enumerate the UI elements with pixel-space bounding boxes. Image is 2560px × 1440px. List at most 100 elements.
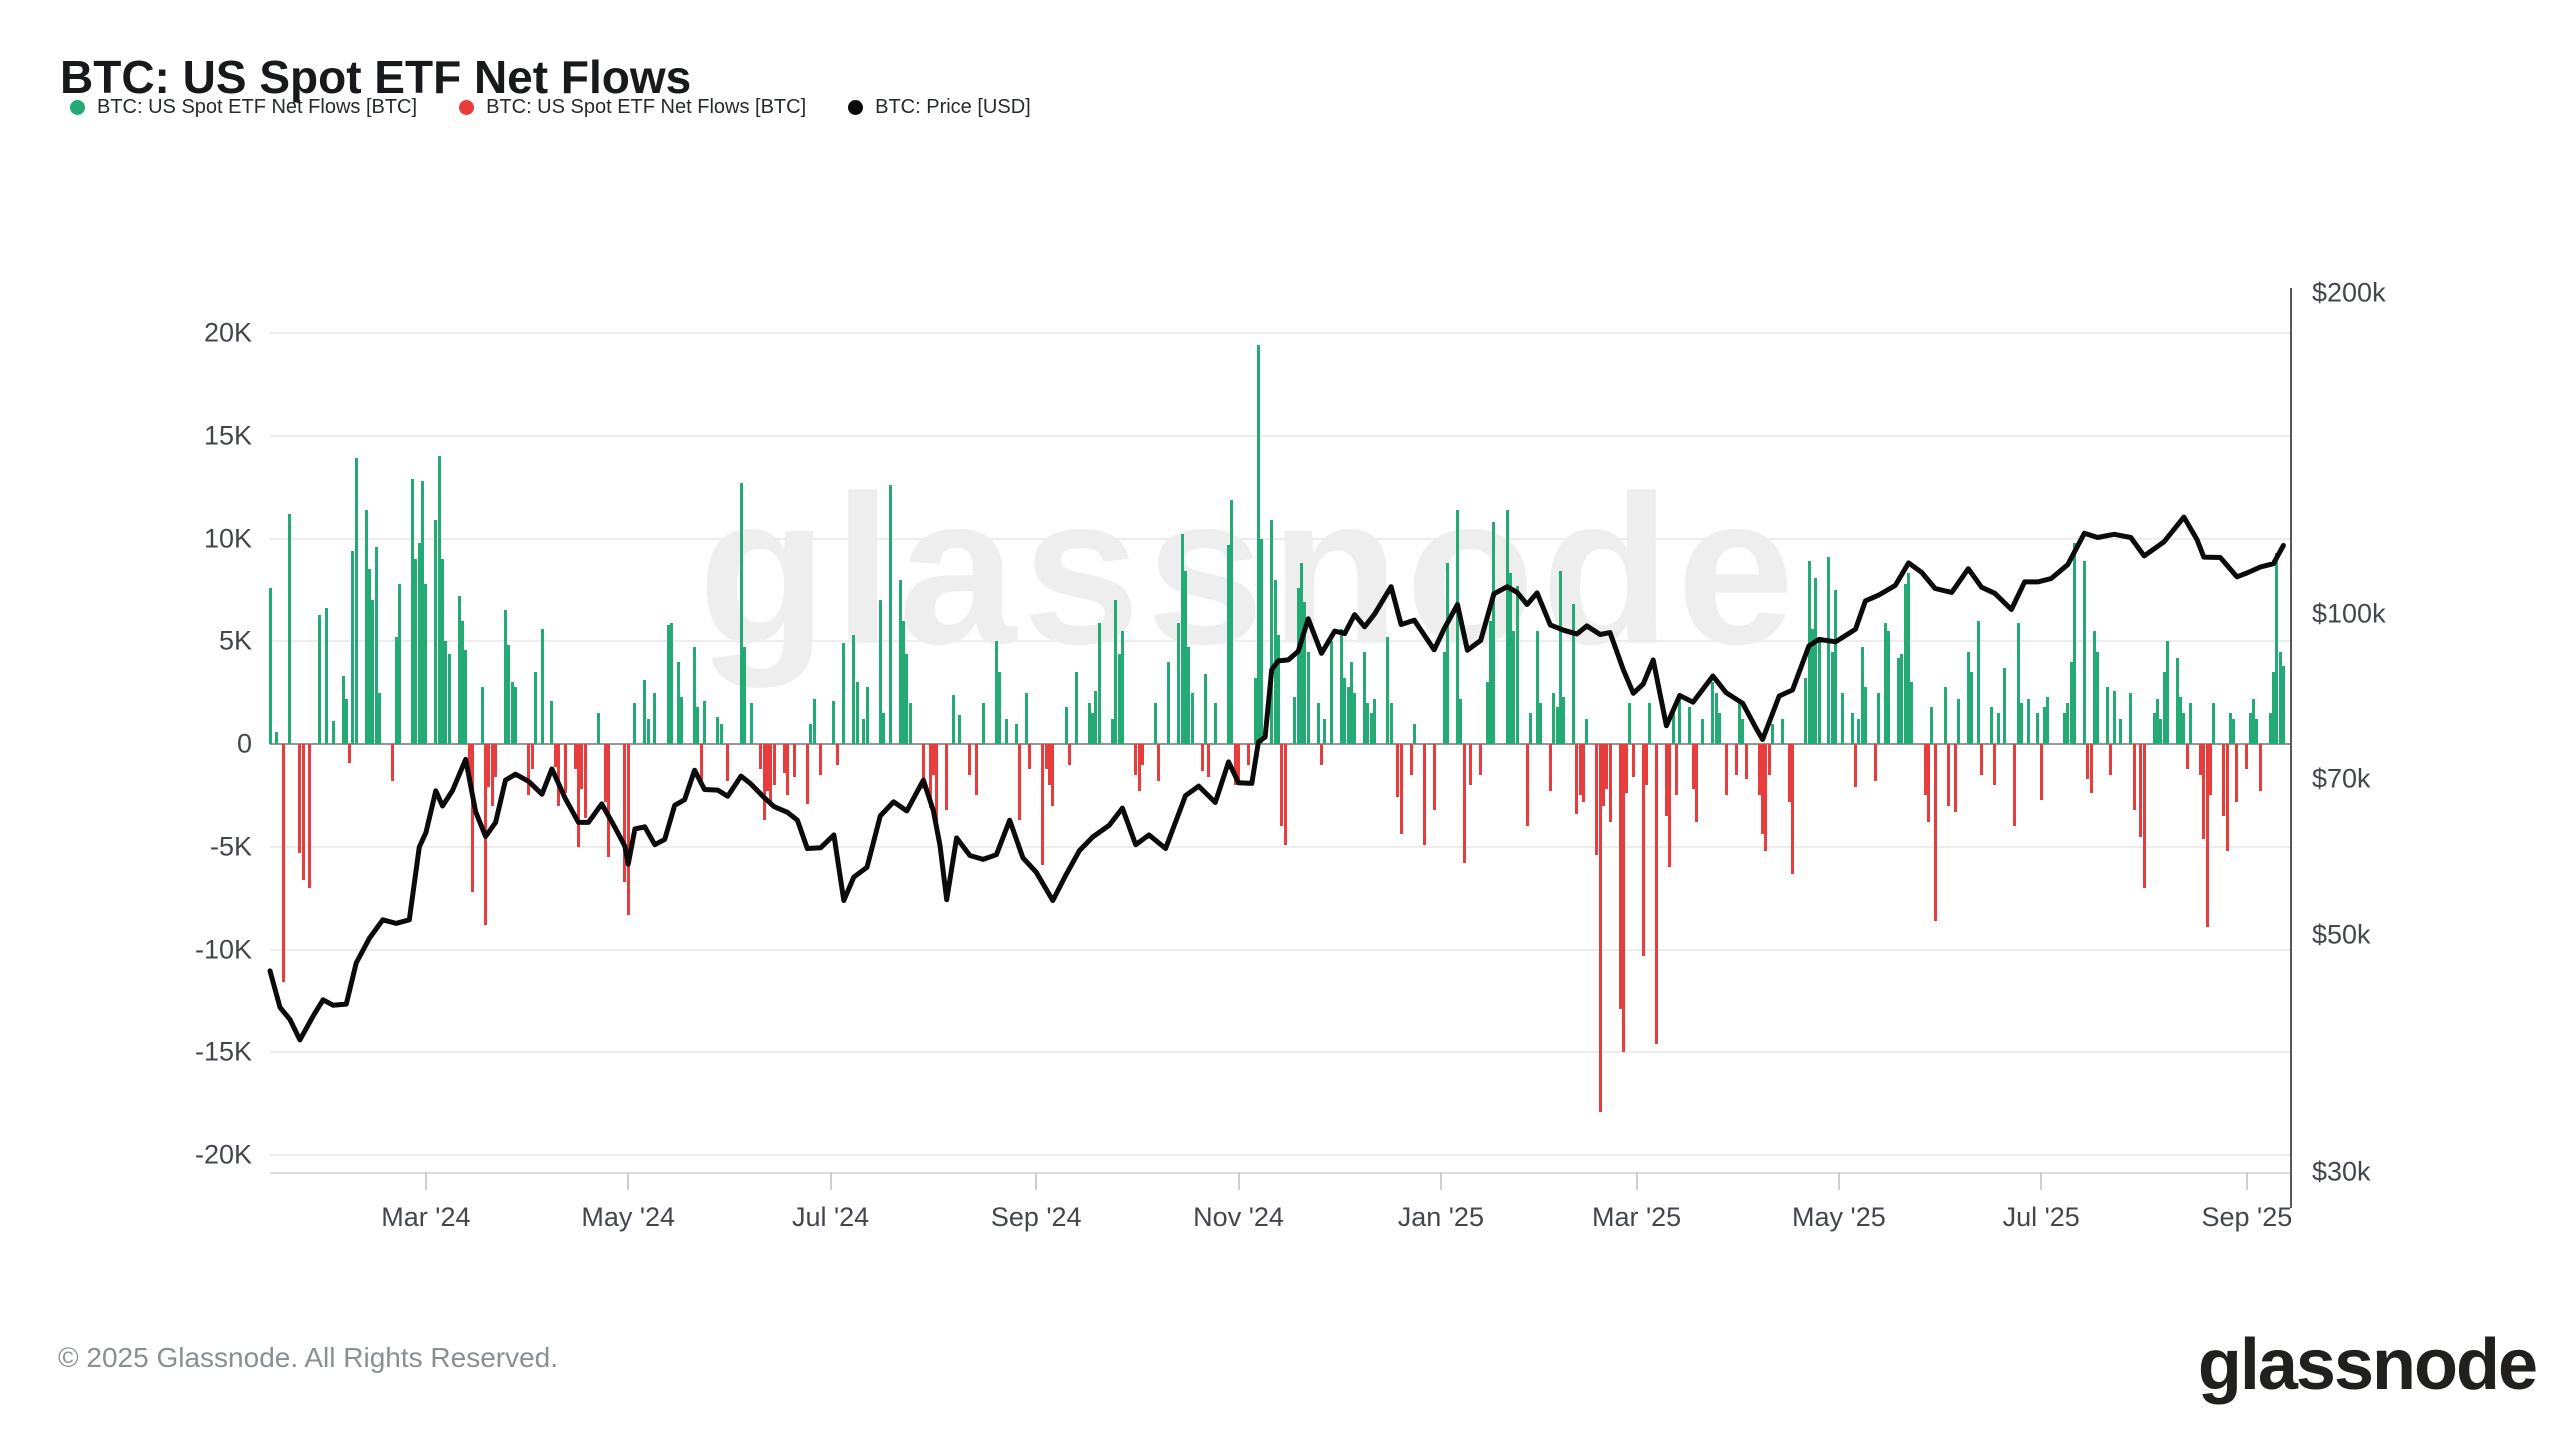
outflow-bar[interactable] (1479, 744, 1483, 775)
outflow-bar[interactable] (1668, 744, 1672, 868)
inflow-bar[interactable] (653, 692, 657, 744)
inflow-bar[interactable] (703, 700, 706, 744)
inflow-bar[interactable] (865, 686, 869, 744)
inflow-bar[interactable] (2165, 641, 2169, 745)
outflow-bar[interactable] (1283, 744, 1287, 845)
outflow-bar[interactable] (935, 744, 939, 835)
outflow-bar[interactable] (785, 744, 789, 796)
inflow-bar[interactable] (464, 649, 468, 744)
outflow-bar[interactable] (1933, 744, 1937, 921)
inflow-bar[interactable] (1648, 702, 1652, 744)
inflow-bar[interactable] (998, 672, 1002, 744)
inflow-bar[interactable] (749, 702, 753, 744)
inflow-bar[interactable] (1154, 702, 1158, 744)
outflow-bar[interactable] (2185, 744, 2189, 769)
inflow-bar[interactable] (1877, 692, 1881, 744)
inflow-bar[interactable] (378, 692, 381, 744)
outflow-bar[interactable] (1399, 744, 1403, 835)
inflow-bar[interactable] (633, 702, 637, 744)
outflow-bar[interactable] (1548, 744, 1552, 792)
outflow-bar[interactable] (1655, 744, 1658, 1044)
outflow-bar[interactable] (530, 744, 534, 769)
inflow-bar[interactable] (275, 731, 279, 744)
inflow-bar[interactable] (1492, 522, 1496, 744)
outflow-bar[interactable] (1694, 744, 1698, 823)
inflow-bar[interactable] (424, 583, 428, 744)
outflow-bar[interactable] (772, 744, 776, 786)
inflow-bar[interactable] (2046, 696, 2050, 744)
inflow-bar[interactable] (1572, 604, 1575, 744)
inflow-bar[interactable] (2232, 719, 2236, 744)
inflow-bar[interactable] (1671, 713, 1675, 744)
outflow-bar[interactable] (1734, 744, 1738, 775)
outflow-bar[interactable] (626, 744, 630, 915)
inflow-bar[interactable] (1538, 702, 1542, 744)
inflow-bar[interactable] (1373, 698, 1376, 744)
inflow-bar[interactable] (1097, 622, 1101, 744)
outflow-bar[interactable] (1320, 744, 1323, 765)
outflow-bar[interactable] (1200, 744, 1204, 771)
outflow-bar[interactable] (470, 744, 474, 892)
inflow-bar[interactable] (2189, 702, 2192, 744)
outflow-bar[interactable] (1525, 744, 1529, 827)
outflow-bar[interactable] (301, 744, 305, 880)
inflow-bar[interactable] (1850, 713, 1854, 744)
inflow-bar[interactable] (1446, 563, 1449, 744)
inflow-bar[interactable] (1943, 686, 1947, 744)
inflow-bar[interactable] (1990, 707, 1993, 744)
outflow-bar[interactable] (1432, 744, 1436, 810)
inflow-bar[interactable] (596, 713, 600, 744)
inflow-bar[interactable] (1930, 707, 1934, 744)
outflow-bar[interactable] (2013, 744, 2017, 827)
outflow-bar[interactable] (2109, 744, 2113, 775)
outflow-bar[interactable] (975, 744, 978, 796)
outflow-bar[interactable] (805, 744, 809, 804)
outflow-bar[interactable] (583, 744, 587, 818)
inflow-bar[interactable] (1389, 702, 1393, 744)
outflow-bar[interactable] (699, 744, 703, 783)
inflow-bar[interactable] (742, 647, 746, 744)
inflow-bar[interactable] (1771, 723, 1775, 745)
inflow-bar[interactable] (1840, 692, 1844, 744)
inflow-bar[interactable] (719, 723, 723, 745)
outflow-bar[interactable] (308, 744, 312, 888)
inflow-bar[interactable] (2112, 690, 2116, 744)
inflow-bar[interactable] (1230, 499, 1234, 744)
inflow-bar[interactable] (1887, 631, 1891, 744)
inflow-bar[interactable] (1996, 713, 2000, 744)
inflow-bar[interactable] (981, 702, 985, 744)
legend-item[interactable]: BTC: Price [USD] (848, 96, 1031, 119)
inflow-bar[interactable] (2212, 702, 2216, 744)
inflow-bar[interactable] (1678, 698, 1682, 744)
outflow-bar[interactable] (1608, 744, 1612, 823)
outflow-bar[interactable] (2225, 744, 2229, 851)
outflow-bar[interactable] (1028, 744, 1032, 769)
inflow-bar[interactable] (669, 622, 673, 744)
inflow-bar[interactable] (1190, 692, 1194, 744)
inflow-bar[interactable] (1024, 692, 1028, 744)
outflow-bar[interactable] (1422, 744, 1426, 845)
inflow-bar[interactable] (1459, 698, 1463, 744)
inflow-bar[interactable] (646, 719, 650, 744)
inflow-bar[interactable] (1688, 707, 1692, 744)
inflow-bar[interactable] (1781, 719, 1784, 744)
inflow-bar[interactable] (288, 513, 292, 744)
inflow-bar[interactable] (2026, 698, 2030, 744)
inflow-bar[interactable] (1741, 719, 1745, 744)
inflow-bar[interactable] (1528, 713, 1532, 744)
inflow-bar[interactable] (1718, 713, 1721, 744)
outflow-bar[interactable] (1237, 744, 1240, 781)
inflow-bar[interactable] (533, 672, 537, 744)
inflow-bar[interactable] (696, 707, 700, 744)
inflow-bar[interactable] (1628, 702, 1632, 744)
outflow-bar[interactable] (1927, 744, 1930, 823)
inflow-bar[interactable] (318, 614, 322, 744)
outflow-bar[interactable] (1767, 744, 1771, 775)
outflow-bar[interactable] (1791, 744, 1794, 874)
outflow-bar[interactable] (1462, 744, 1466, 864)
outflow-bar[interactable] (1724, 744, 1728, 796)
outflow-bar[interactable] (2132, 744, 2136, 810)
outflow-bar[interactable] (1067, 744, 1071, 765)
inflow-bar[interactable] (1817, 641, 1821, 745)
outflow-bar[interactable] (2245, 744, 2249, 769)
